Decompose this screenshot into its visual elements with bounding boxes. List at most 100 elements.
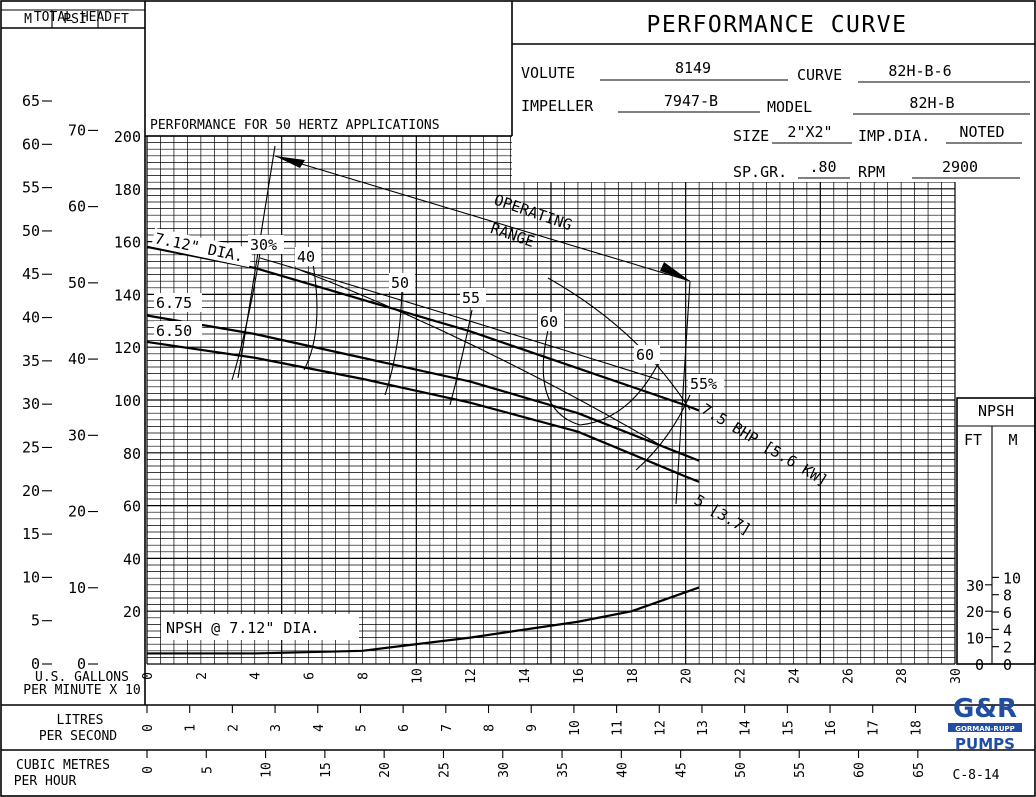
cmh-axis-label-2: PER HOUR	[14, 774, 77, 789]
lps-tick-label: 9	[525, 724, 540, 732]
gpm-axis-label-1: U.S. GALLONS	[35, 670, 129, 685]
efficiency-label-mask	[248, 235, 284, 254]
gpm-tick-label: 30	[949, 668, 964, 684]
psi-tick-label: 0	[77, 655, 86, 673]
series-label: 6.50	[156, 322, 192, 340]
m-tick-label: 30	[22, 395, 40, 413]
model-label: MODEL	[767, 98, 812, 116]
gpm-tick-label: 2	[195, 672, 210, 680]
lps-tick-label: 11	[611, 720, 626, 736]
lps-tick-label: 2	[226, 724, 241, 732]
chart-subtitle: PERFORMANCE FOR 50 HERTZ APPLICATIONS	[150, 118, 440, 133]
m-tick-label: 20	[22, 482, 40, 500]
series-label-mask	[154, 321, 202, 340]
curve-label: CURVE	[797, 66, 842, 84]
lps-tick-label: 8	[483, 724, 498, 732]
gpm-tick-label: 28	[895, 668, 910, 684]
efficiency-isoline	[231, 239, 263, 381]
m-tick-label: 25	[22, 438, 40, 456]
efficiency-isoline	[635, 394, 691, 471]
gpm-tick-label: 18	[626, 668, 641, 684]
efficiency-label-mask	[634, 345, 660, 364]
gpm-tick-label: 26	[841, 668, 856, 684]
impdia-value: NOTED	[959, 123, 1004, 141]
npsh-ft-label: FT	[964, 431, 982, 449]
bhp-line-5	[299, 269, 661, 446]
efficiency-label: 50	[391, 274, 409, 292]
ft-tick-label: 180	[114, 181, 141, 199]
gpm-tick-label: 0	[141, 672, 156, 680]
efficiency-label-mask	[460, 288, 486, 307]
logo-band	[948, 723, 1022, 732]
cmh-tick-label: 60	[853, 762, 868, 778]
size-value: 2"X2"	[787, 123, 832, 141]
cmh-tick-label: 35	[556, 762, 571, 778]
npsh-m-tick-label: 0	[1003, 656, 1012, 674]
efficiency-isoline	[449, 309, 473, 406]
npsh-m-tick-label: 6	[1003, 604, 1012, 622]
curve-head-2	[146, 340, 700, 483]
npsh-label-mask	[161, 614, 359, 640]
impeller-label: IMPELLER	[521, 97, 594, 115]
logo-gr-text: G&R	[953, 694, 1017, 724]
lps-tick-label: 3	[269, 724, 284, 732]
gpm-tick-label: 20	[680, 668, 695, 684]
gpm-tick-label: 10	[410, 668, 425, 684]
ft-tick-label: 60	[123, 498, 141, 516]
operating-arrow-left	[275, 156, 305, 168]
volute-label: VOLUTE	[521, 64, 575, 82]
psi-tick-label: 40	[68, 350, 86, 368]
psi-tick-label: 70	[68, 121, 86, 139]
total-head-label: TOTAL HEAD	[34, 10, 112, 25]
curve-npsh	[147, 586, 700, 655]
npsh-m-tick-label: 8	[1003, 587, 1012, 605]
gpm-axis-label-2: PER MINUTE X 10	[23, 683, 140, 698]
ft-tick-label: 120	[114, 339, 141, 357]
lps-tick-label: 13	[696, 720, 711, 736]
ft-tick-label: 160	[114, 234, 141, 252]
lps-tick-label: 12	[653, 720, 668, 736]
rpm-label: RPM	[858, 163, 885, 181]
lps-tick-label: 6	[397, 724, 412, 732]
lps-tick-label: 10	[568, 720, 583, 736]
npsh-ft-tick-label: 30	[966, 577, 984, 595]
gpm-tick-label: 6	[303, 672, 318, 680]
efficiency-labels: 30% 40 50 55 60 60 55%	[248, 235, 724, 393]
lps-tick-label: 7	[440, 724, 455, 732]
ft-tick-label: 100	[114, 392, 141, 410]
header-mask	[512, 0, 1036, 182]
m-tick-label: 65	[22, 92, 40, 110]
logo-pumps: PUMPS	[955, 735, 1015, 753]
gpm-tick-label: 14	[518, 668, 533, 684]
m-tick-label: 60	[22, 135, 40, 153]
lps-tick-label: 0	[141, 724, 156, 732]
m-tick-label: 45	[22, 265, 40, 283]
npsh-axis-title: NPSH	[978, 402, 1014, 420]
ft-tick-label: 20	[123, 603, 141, 621]
size-label: SIZE	[733, 127, 769, 145]
operating-range-line	[274, 155, 691, 282]
efficiency-label: 60	[636, 346, 654, 364]
logo-gorman-rupp: GORMAN-RUPP	[955, 725, 1015, 733]
gpm-tick-label: 24	[787, 668, 802, 684]
m-axis-label: M	[24, 12, 32, 27]
lps-tick-label: 15	[781, 720, 796, 736]
m-tick-label: 0	[31, 655, 40, 673]
series-label: 6.75	[156, 294, 192, 312]
cmh-tick-label: 25	[437, 762, 452, 778]
psi-tick-label: 10	[68, 579, 86, 597]
left-axis-ticks: 0 5 10 15 20 25 30 35 40 45 50 55 60 65 0 10 20 30 40 50 60 7…	[22, 92, 141, 673]
operating-left-boundary	[237, 145, 276, 379]
series-label-mask	[151, 227, 253, 268]
npsh-curve-label: NPSH @ 7.12" DIA.	[166, 619, 320, 637]
bhp-line-7-5	[259, 257, 661, 381]
drawing-code: C-8-14	[953, 768, 1000, 783]
m-tick-label: 50	[22, 222, 40, 240]
npsh-m-tick-label: 10	[1003, 569, 1021, 587]
cmh-tick-label: 40	[615, 762, 630, 778]
operating-arrow-right	[660, 262, 690, 281]
gpm-tick-label: 22	[734, 668, 749, 684]
psi-tick-label: 20	[68, 503, 86, 521]
npsh-m-label: M	[1008, 431, 1017, 449]
ft-axis-label: FT	[113, 12, 129, 27]
